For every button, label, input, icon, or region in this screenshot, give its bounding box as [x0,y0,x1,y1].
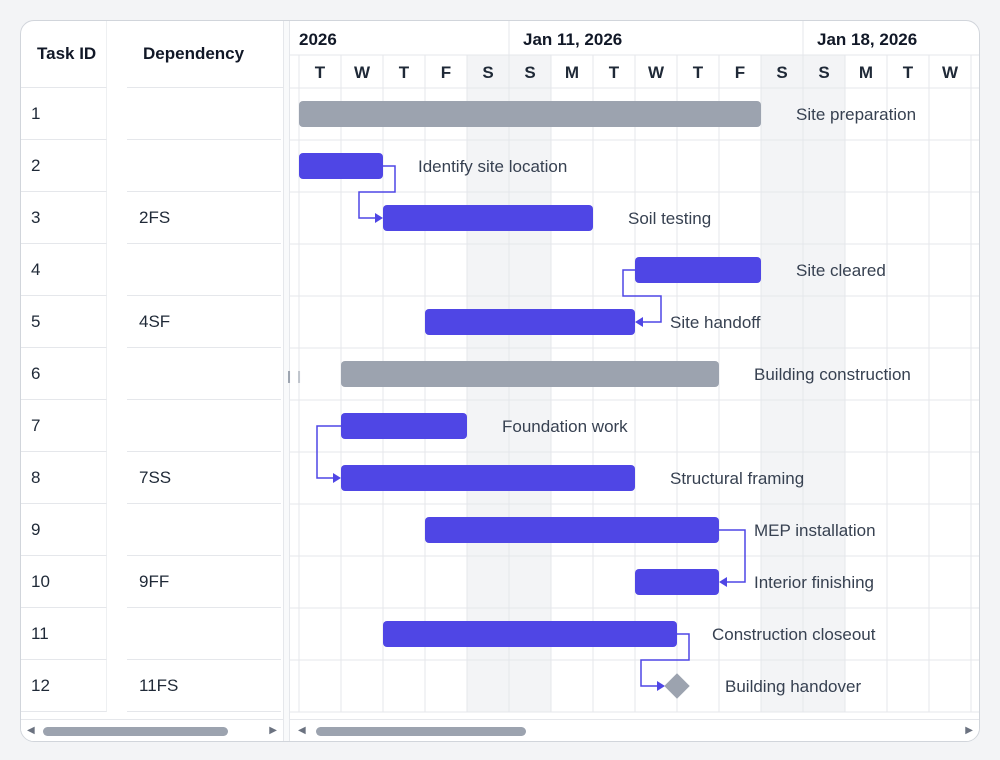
task-bar[interactable] [425,309,635,335]
day-of-week-label: W [648,63,665,82]
task-id-cell[interactable]: 10 [21,556,107,608]
dependency-arrowhead [375,213,383,223]
dependency-cell[interactable]: 11FS [127,660,281,712]
weekend-column [803,55,845,712]
dependency-cell[interactable] [127,244,281,296]
task-bar[interactable] [383,621,677,647]
pane-splitter[interactable]: ❙❙ [283,21,304,741]
task-name-label: Building construction [754,365,911,384]
task-id-cell[interactable]: 8 [21,452,107,504]
timeline-scroll-right-arrow-icon[interactable]: ▶ [965,725,973,736]
dependency-cell[interactable] [127,504,281,556]
task-bar[interactable] [341,413,467,439]
task-name-label: Soil testing [628,209,711,228]
column-header-task-id[interactable]: Task ID [21,21,107,88]
day-of-week-label: W [942,63,959,82]
dependency-cell[interactable] [127,348,281,400]
dependency-arrowhead [657,681,665,691]
dependency-cell[interactable]: 4SF [127,296,281,348]
scroll-left-arrow-icon[interactable]: ◀ [27,725,35,736]
day-of-week-label: W [354,63,371,82]
column-header-dependency[interactable]: Dependency [127,21,283,88]
task-id-cell[interactable]: 1 [21,88,107,140]
day-of-week-label: T [693,63,704,82]
timeline-pane: 2026 Jan 11, 2026 Jan 18, 2026 T W T F S S M T W T F S… [290,21,979,717]
grid-horizontal-scrollbar[interactable]: ◀ ▶ [21,719,283,741]
day-of-week-label: S [776,63,787,82]
dependency-link-ss [316,425,341,479]
day-of-week-label: M [565,63,579,82]
task-id-cell[interactable]: 7 [21,400,107,452]
day-of-week-label: S [818,63,829,82]
task-id-cell[interactable]: 3 [21,192,107,244]
day-of-week-label: S [524,63,535,82]
summary-bar[interactable] [299,101,761,127]
day-of-week-label: S [482,63,493,82]
dependency-link-ff [719,529,746,583]
dependency-link-fs [358,165,396,219]
task-name-label: Building handover [725,677,861,696]
task-id-cell[interactable]: 9 [21,504,107,556]
task-name-label: Site preparation [796,105,916,124]
task-name-label: Construction closeout [712,625,876,644]
dependency-arrowhead [719,577,727,587]
day-of-week-label: M [859,63,873,82]
day-of-week-label: T [399,63,410,82]
day-of-week-label: T [609,63,620,82]
task-name-label: Site cleared [796,261,886,280]
task-bar[interactable] [425,517,719,543]
dependency-cell[interactable]: 2FS [127,192,281,244]
dependency-cell[interactable]: 7SS [127,452,281,504]
dependency-cell[interactable] [127,88,281,140]
dependency-link-sf [622,269,662,323]
dependency-arrowhead [333,473,341,483]
day-of-week-label: F [735,63,745,82]
summary-bar[interactable] [341,361,719,387]
task-grid: Task ID Dependency 1 2 3 2FS 4 5 4SF 6 7 8 7SS 9 10 9… [21,21,283,717]
milestone-diamond[interactable] [664,673,690,699]
task-id-cell[interactable]: 6 [21,348,107,400]
task-name-label: MEP installation [754,521,876,540]
day-of-week-label: T [903,63,914,82]
dependency-cell[interactable] [127,608,281,660]
task-bar[interactable] [635,257,761,283]
day-of-week-label: F [441,63,451,82]
gantt-chart-card: Task ID Dependency 1 2 3 2FS 4 5 4SF 6 7 8 7SS 9 10 9… [20,20,980,742]
timeline-canvas: 2026 Jan 11, 2026 Jan 18, 2026 T W T F S S M T W T F S… [290,21,979,713]
dependency-cell[interactable] [127,400,281,452]
task-name-label: Foundation work [502,417,628,436]
dependency-cell[interactable]: 9FF [127,556,281,608]
task-bar[interactable] [299,153,383,179]
grid-scroll-thumb[interactable] [43,727,228,736]
month-label: 2026 [299,30,337,49]
dependency-link-fs [640,633,690,687]
task-id-cell[interactable]: 2 [21,140,107,192]
day-of-week-label: T [315,63,326,82]
task-name-label: Structural framing [670,469,804,488]
task-name-label: Site handoff [670,313,761,332]
task-bar[interactable] [383,205,593,231]
month-label: Jan 18, 2026 [817,30,917,49]
dependency-arrowhead [635,317,643,327]
timeline-scroll-left-arrow-icon[interactable]: ◀ [298,725,306,736]
timeline-scroll-thumb[interactable] [316,727,526,736]
dependency-cell[interactable] [127,140,281,192]
task-name-label: Identify site location [418,157,567,176]
task-bar[interactable] [341,465,635,491]
task-id-cell[interactable]: 12 [21,660,107,712]
timeline-horizontal-scrollbar[interactable]: ◀ ▶ [290,719,979,741]
task-id-cell[interactable]: 11 [21,608,107,660]
task-id-cell[interactable]: 4 [21,244,107,296]
task-id-cell[interactable]: 5 [21,296,107,348]
scroll-right-arrow-icon[interactable]: ▶ [269,725,277,736]
weekend-column [761,55,803,712]
month-label: Jan 11, 2026 [523,30,622,49]
task-bar[interactable] [635,569,719,595]
task-name-label: Interior finishing [754,573,874,592]
